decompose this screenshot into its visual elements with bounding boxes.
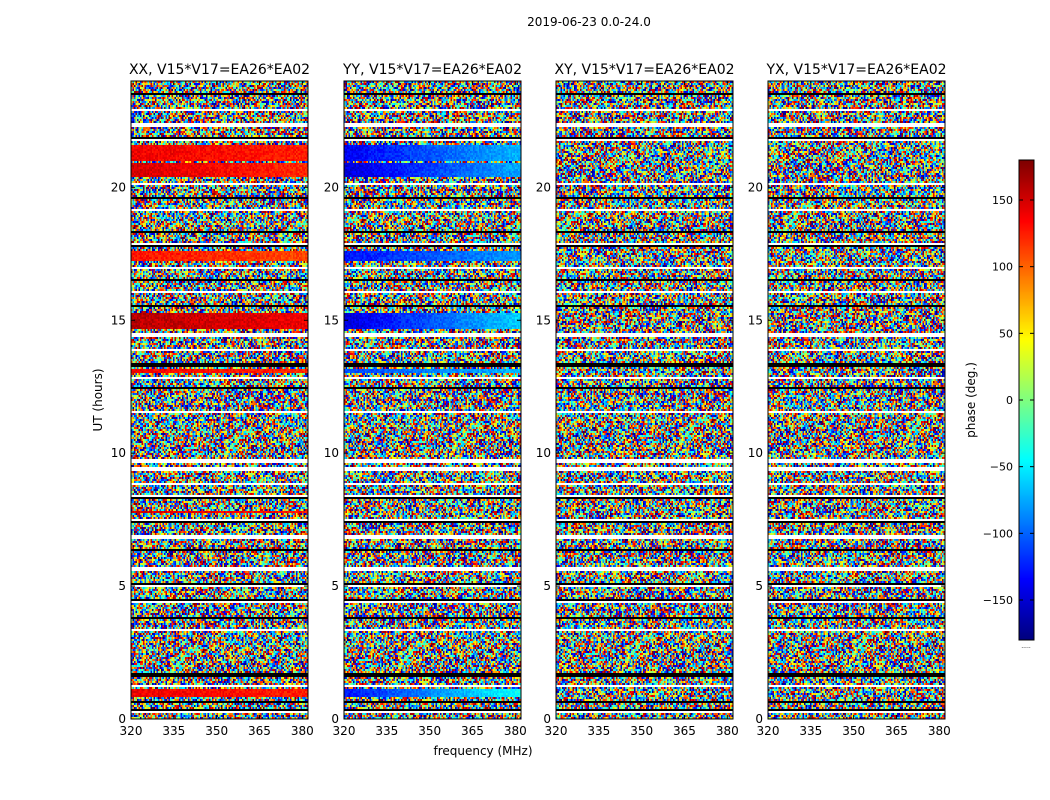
colorbar-tick-label: 150	[992, 194, 1013, 207]
panel-title: YX, V15*V17=EA26*EA02	[765, 62, 946, 78]
colorbar-tick-label: 100	[992, 261, 1013, 274]
axes-frame	[767, 80, 946, 720]
phase-heatmap	[131, 81, 308, 719]
y-tick-label: 0	[543, 712, 551, 726]
x-tick-label: 335	[587, 724, 610, 738]
y-tick-label: 20	[536, 180, 551, 194]
x-tick-label: 320	[757, 724, 780, 738]
colorbar-tick-label: −150	[983, 594, 1013, 607]
x-tick-label: 365	[673, 724, 696, 738]
panel-3: XY, V15*V17=EA26*EA02 320 335 350 365 380 0 5 10…	[536, 62, 739, 738]
y-tick-label: 15	[111, 313, 126, 327]
phase-heatmap	[556, 81, 733, 719]
panels: XX, V15*V17=EA26*EA02 320 335 350 365 380 0 5 10…	[111, 62, 951, 738]
x-tick-label: 320	[120, 724, 143, 738]
phase-heatmap	[344, 81, 521, 719]
x-tick-label: 350	[842, 724, 865, 738]
x-tick-label: 350	[205, 724, 228, 738]
colorbar-tick-label: −50	[990, 461, 1013, 474]
colorbar-bottom-text: .....	[1021, 643, 1031, 650]
y-axis-label: UT (hours)	[91, 368, 105, 431]
y-tick-label: 0	[755, 712, 763, 726]
x-tick-label: 335	[375, 724, 398, 738]
x-tick-label: 380	[504, 724, 527, 738]
colorbar-gradient	[1019, 160, 1034, 640]
axes-frame	[343, 80, 522, 720]
y-tick-label: 0	[331, 712, 339, 726]
x-tick-label: 380	[716, 724, 739, 738]
y-tick-label: 10	[324, 446, 339, 460]
x-axis-label: frequency (MHz)	[433, 744, 532, 758]
y-tick-label: 5	[755, 579, 763, 593]
colorbar-tick-label: −100	[983, 527, 1013, 540]
x-tick-label: 365	[461, 724, 484, 738]
y-tick-label: 10	[748, 446, 763, 460]
x-tick-label: 380	[928, 724, 951, 738]
panel-1: XX, V15*V17=EA26*EA02 320 335 350 365 380 0 5 10…	[111, 62, 314, 738]
colorbar: −150 −100 −50 0 50 100 150	[983, 159, 1035, 641]
y-tick-label: 10	[111, 446, 126, 460]
y-tick-label: 0	[118, 712, 126, 726]
axes-frame	[555, 80, 734, 720]
x-tick-label: 350	[630, 724, 653, 738]
y-tick-label: 15	[748, 313, 763, 327]
x-tick-label: 335	[799, 724, 822, 738]
x-tick-label: 380	[291, 724, 314, 738]
phase-heatmap	[768, 81, 945, 719]
y-tick-label: 5	[118, 579, 126, 593]
panel-2: YY, V15*V17=EA26*EA02 320 335 350 365 380 0 5 10…	[324, 62, 527, 738]
colorbar-label: phase (deg.)	[964, 362, 978, 438]
x-tick-label: 365	[248, 724, 271, 738]
axes-frame	[130, 80, 309, 720]
x-tick-label: 335	[162, 724, 185, 738]
panel-title: XY, V15*V17=EA26*EA02	[554, 62, 734, 78]
figure-suptitle: 2019-06-23 0.0-24.0	[527, 15, 651, 29]
x-tick-label: 320	[545, 724, 568, 738]
panel-title: YY, V15*V17=EA26*EA02	[342, 62, 522, 78]
x-tick-label: 320	[333, 724, 356, 738]
y-tick-label: 20	[324, 180, 339, 194]
x-tick-label: 350	[418, 724, 441, 738]
colorbar-tick-label: 0	[1006, 394, 1013, 407]
y-tick-label: 15	[324, 313, 339, 327]
y-tick-label: 5	[331, 579, 339, 593]
colorbar-tick-label: 50	[999, 327, 1013, 340]
panel-4: YX, V15*V17=EA26*EA02 320 335 350 365 380 0 5 10…	[748, 62, 951, 738]
y-tick-label: 10	[536, 446, 551, 460]
panel-title: XX, V15*V17=EA26*EA02	[129, 62, 310, 78]
x-tick-label: 365	[885, 724, 908, 738]
y-tick-label: 15	[536, 313, 551, 327]
y-tick-label: 5	[543, 579, 551, 593]
y-tick-label: 20	[748, 180, 763, 194]
y-tick-label: 20	[111, 180, 126, 194]
